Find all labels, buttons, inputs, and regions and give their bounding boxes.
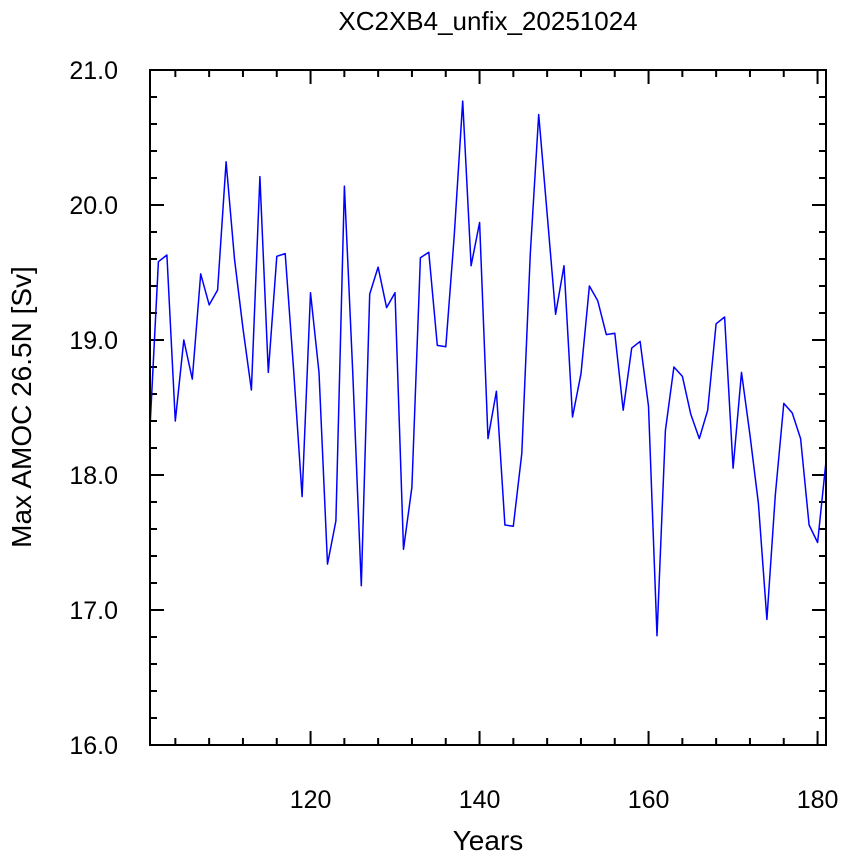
series-layer bbox=[149, 100, 827, 637]
x-tick-label: 120 bbox=[290, 786, 332, 814]
y-tick-label: 19.0 bbox=[69, 327, 118, 355]
x-tick-label: 180 bbox=[797, 786, 839, 814]
axis-ticks bbox=[150, 69, 826, 746]
tick-labels: 120 140 160 180 16.0 17.0 18.0 19.0 20.0 21.0 bbox=[69, 57, 838, 814]
y-tick-label: 20.0 bbox=[69, 192, 118, 220]
y-axis-label: Max AMOC 26.5N [Sv] bbox=[6, 266, 37, 548]
x-axis-label: Years bbox=[453, 825, 524, 856]
y-tick-label: 16.0 bbox=[69, 732, 118, 760]
x-tick-label: 140 bbox=[459, 786, 501, 814]
x-tick-label: 160 bbox=[628, 786, 670, 814]
series-line bbox=[149, 100, 827, 637]
chart-title: XC2XB4_unfix_20251024 bbox=[338, 6, 637, 36]
y-tick-label: 17.0 bbox=[69, 597, 118, 625]
y-tick-label: 21.0 bbox=[69, 57, 118, 85]
y-tick-label: 18.0 bbox=[69, 462, 118, 490]
plot-frame bbox=[149, 69, 827, 746]
